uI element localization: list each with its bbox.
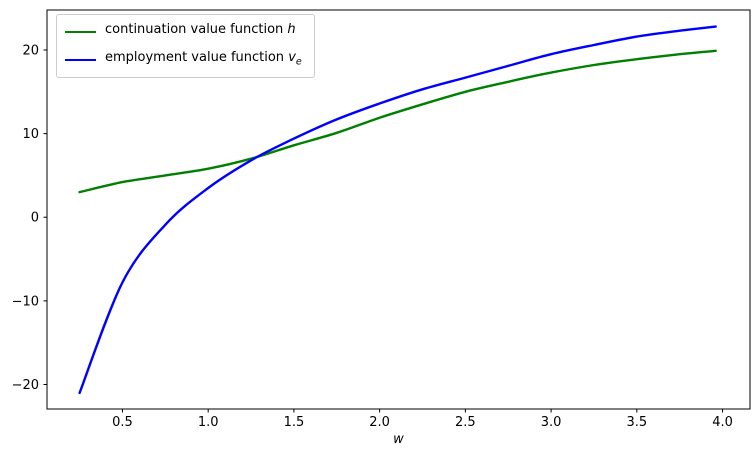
- legend-math-symbol: v: [288, 49, 296, 65]
- legend-label-employment-value: employment value function ve: [105, 50, 302, 71]
- y-tick-label: −10: [12, 294, 39, 309]
- x-axis-label: w: [47, 432, 750, 447]
- y-tick-label: 10: [22, 127, 39, 142]
- legend-line-h-icon: [65, 31, 96, 34]
- curve-h: [78, 49, 717, 194]
- x-tick-label: 1.5: [284, 415, 305, 430]
- legend-label-continuation-value: continuation value function h: [105, 22, 296, 43]
- x-tick-label: 4.0: [712, 415, 733, 430]
- y-tick-label: 20: [22, 43, 39, 58]
- legend-line-ve-icon: [65, 58, 96, 61]
- x-tick-label: 0.5: [112, 415, 133, 430]
- legend-text: continuation value function: [105, 22, 288, 37]
- plot-area-border: [46, 9, 751, 410]
- legend-text: employment value function: [105, 49, 289, 65]
- x-tick-label: 2.5: [455, 415, 476, 430]
- curve-ve: [78, 25, 717, 395]
- legend-item-continuation-value: continuation value function h: [65, 22, 302, 43]
- x-axis-label-text: w: [393, 432, 404, 447]
- y-tick-label: 0: [31, 211, 39, 226]
- legend-item-employment-value: employment value function ve: [65, 50, 302, 71]
- x-tick-label: 1.0: [198, 415, 219, 430]
- legend: continuation value function h employment…: [56, 14, 315, 79]
- x-tick-label: 2.0: [369, 415, 390, 430]
- legend-math-subscript: e: [295, 56, 302, 68]
- y-tick-label: −20: [12, 378, 39, 393]
- legend-math-symbol: h: [287, 22, 296, 37]
- x-tick-label: 3.0: [541, 415, 562, 430]
- x-tick-label: 3.5: [626, 415, 647, 430]
